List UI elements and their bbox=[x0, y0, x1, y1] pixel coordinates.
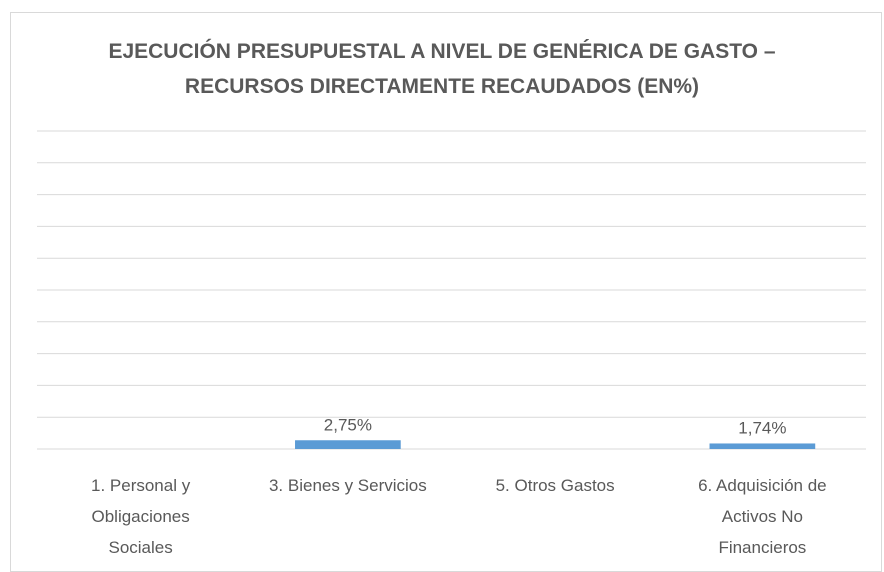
bar bbox=[709, 443, 816, 449]
chart-title: EJECUCIÓN PRESUPUESTAL A NIVEL DE GENÉRI… bbox=[108, 40, 776, 98]
bar bbox=[295, 440, 401, 449]
x-tick-label: 6. Adquisición de Activos No Financieros bbox=[698, 476, 827, 557]
x-tick-label: 5. Otros Gastos bbox=[495, 476, 615, 495]
x-tick-label: 1. Personal y Obligaciones Sociales bbox=[91, 476, 191, 557]
data-label: 1,74% bbox=[738, 418, 786, 437]
data-label: 2,75% bbox=[324, 415, 372, 434]
x-tick-label: 3. Bienes y Servicios bbox=[268, 476, 427, 495]
